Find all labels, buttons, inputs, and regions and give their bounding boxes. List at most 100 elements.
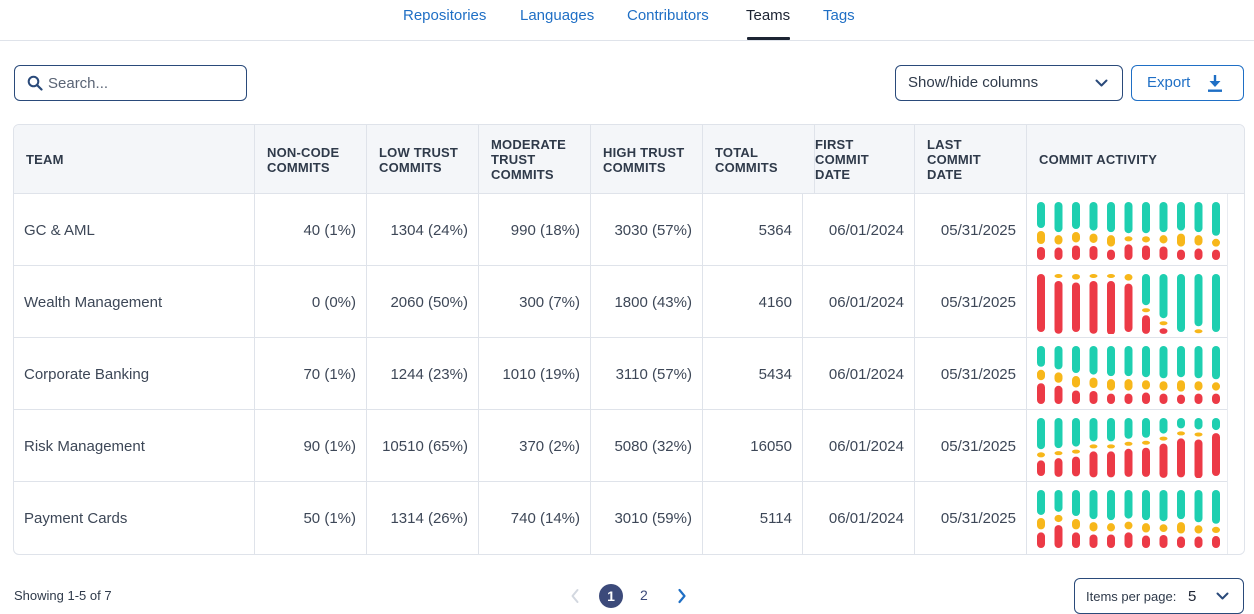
moderate-trust-segment — [1194, 235, 1203, 246]
table-row[interactable]: Corporate Banking 70 (1%) 1244 (23%) 1010 (… — [14, 338, 1244, 410]
export-label: Export — [1147, 74, 1191, 91]
moderate-trust-segment — [1194, 329, 1203, 334]
high-trust-segment — [1089, 418, 1098, 442]
table-row[interactable]: GC & AML 40 (1%) 1304 (24%) 990 (18%) 3030 (… — [14, 194, 1244, 266]
chevron-right-icon[interactable] — [677, 588, 687, 604]
moderate-trust-segment — [1124, 441, 1133, 446]
high-trust-segment — [1054, 346, 1063, 370]
high-trust-segment — [1159, 418, 1168, 434]
moderate-trust-segment — [1159, 381, 1168, 391]
commit-activity-sparkbars — [1037, 418, 1220, 478]
high-trust-segment — [1124, 490, 1133, 519]
moderate-trust-segment — [1212, 238, 1220, 247]
moderate-trust-commits-cell: 370 (2%) — [479, 410, 591, 482]
low-trust-segment — [1142, 535, 1150, 548]
low-trust-segment — [1089, 281, 1098, 334]
showing-count: Showing 1-5 of 7 — [14, 588, 112, 603]
moderate-trust-segment — [1037, 517, 1045, 530]
high-trust-commits-cell: 5080 (32%) — [591, 410, 703, 482]
low-trust-segment — [1054, 458, 1063, 477]
tab-languages[interactable]: Languages — [520, 7, 595, 24]
moderate-trust-segment — [1177, 380, 1185, 392]
header-text: LOW TRUST — [379, 144, 459, 160]
header-moderate-trust-commits[interactable]: MODERATE TRUST COMMITS — [479, 125, 591, 194]
header-total-commits[interactable]: TOTAL COMMITS — [703, 125, 815, 194]
low-trust-segment — [1054, 247, 1063, 260]
high-trust-segment — [1037, 202, 1045, 228]
high-trust-segment — [1107, 202, 1115, 233]
activity-scroll-edge — [1227, 266, 1244, 338]
moderate-trust-commits-cell: 990 (18%) — [479, 194, 591, 266]
low-trust-segment — [1037, 247, 1045, 260]
commit-activity-sparkbars — [1037, 490, 1220, 548]
low-trust-segment — [1054, 525, 1063, 548]
table-row[interactable]: Wealth Management 0 (0%) 2060 (50%) 300 (7%… — [14, 266, 1244, 338]
tab-contributors[interactable]: Contributors — [627, 7, 709, 24]
high-trust-segment — [1177, 202, 1185, 231]
high-trust-segment — [1177, 346, 1185, 378]
high-trust-segment — [1142, 346, 1150, 378]
low-trust-segment — [1054, 281, 1063, 334]
tab-repositories[interactable]: Repositories — [403, 7, 487, 24]
header-team[interactable]: TEAM — [14, 125, 255, 194]
moderate-trust-segment — [1037, 231, 1045, 244]
low-trust-segment — [1177, 394, 1185, 404]
low-trust-segment — [1107, 281, 1115, 334]
last-commit-date-cell: 05/31/2025 — [915, 338, 1027, 410]
first-commit-date-cell: 06/01/2024 — [803, 338, 915, 410]
non-code-commits-cell: 0 (0%) — [255, 266, 367, 338]
high-trust-segment — [1037, 418, 1045, 450]
header-last-commit-date[interactable]: LAST COMMIT DATE — [915, 125, 1027, 194]
high-trust-segment — [1072, 202, 1080, 230]
low-trust-segment — [1037, 274, 1045, 332]
high-trust-segment — [1212, 202, 1220, 236]
low-trust-segment — [1177, 438, 1185, 478]
activity-scroll-edge — [1227, 194, 1244, 266]
high-trust-segment — [1194, 418, 1203, 430]
header-text: COMMIT — [927, 152, 981, 167]
low-trust-segment — [1072, 245, 1080, 260]
high-trust-segment — [1142, 202, 1150, 234]
moderate-trust-segment — [1142, 523, 1150, 533]
low-trust-segment — [1072, 532, 1080, 548]
header-low-trust-commits[interactable]: LOW TRUST COMMITS — [367, 125, 479, 194]
team-name-cell: GC & AML — [14, 194, 255, 266]
header-high-trust-commits[interactable]: HIGH TRUST COMMITS — [591, 125, 703, 194]
show-hide-columns-dropdown[interactable]: Show/hide columns — [895, 65, 1123, 101]
low-trust-segment — [1159, 246, 1168, 260]
search-input[interactable] — [48, 73, 238, 93]
header-text: DATE — [815, 167, 851, 182]
high-trust-segment — [1072, 418, 1080, 447]
moderate-trust-segment — [1072, 274, 1080, 280]
export-button[interactable]: Export — [1131, 65, 1244, 101]
header-text: COMMITS — [379, 159, 442, 175]
moderate-trust-segment — [1177, 522, 1185, 534]
high-trust-segment — [1212, 490, 1220, 524]
high-trust-segment — [1159, 490, 1168, 522]
low-trust-segment — [1212, 433, 1220, 476]
search-box[interactable] — [14, 65, 247, 101]
tab-tags[interactable]: Tags — [823, 7, 855, 24]
header-text: TRUST — [491, 152, 536, 167]
moderate-trust-segment — [1124, 379, 1133, 391]
table-row[interactable]: Risk Management 90 (1%) 10510 (65%) 370 (2%… — [14, 410, 1244, 482]
tab-teams[interactable]: Teams — [746, 7, 791, 24]
low-trust-segment — [1194, 536, 1203, 548]
chevron-left-icon[interactable] — [570, 588, 580, 604]
total-commits-cell: 5364 — [703, 194, 803, 266]
total-commits-cell: 16050 — [703, 410, 803, 482]
header-first-commit-date[interactable]: FIRST COMMIT DATE — [803, 125, 915, 194]
page-2-button[interactable]: 2 — [640, 587, 648, 603]
low-trust-segment — [1159, 393, 1168, 404]
chevron-down-icon — [1216, 592, 1229, 600]
table-row[interactable]: Payment Cards 50 (1%) 1314 (26%) 740 (14%) 3… — [14, 482, 1244, 554]
high-trust-segment — [1177, 418, 1185, 429]
header-non-code-commits[interactable]: NON-CODE COMMITS — [255, 125, 367, 194]
items-per-page-select[interactable]: Items per page: 5 — [1074, 578, 1244, 614]
moderate-trust-segment — [1054, 451, 1063, 456]
items-per-page-label: Items per page: — [1086, 589, 1177, 604]
moderate-trust-segment — [1107, 444, 1115, 449]
header-text: LAST — [927, 137, 962, 152]
moderate-trust-segment — [1054, 274, 1063, 278]
page-1-button[interactable]: 1 — [599, 584, 623, 608]
